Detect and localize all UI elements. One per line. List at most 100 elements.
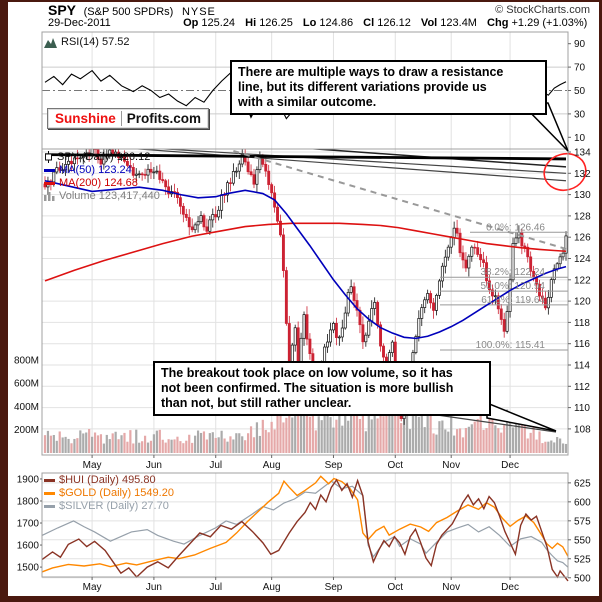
svg-text:May: May <box>83 582 102 593</box>
svg-text:Jun: Jun <box>146 582 162 593</box>
svg-text:600M: 600M <box>14 379 39 390</box>
hui-legend-label: $HUI (Daily) 495.80 <box>59 474 156 486</box>
svg-text:116: 116 <box>574 339 590 350</box>
gold-line-swatch <box>44 491 55 495</box>
low-value: 124.86 <box>319 17 354 29</box>
volume-label: Vol <box>420 17 438 29</box>
candlestick-icon <box>45 151 52 163</box>
gold-legend: $GOLD (Daily) 1549.20 <box>44 487 174 499</box>
svg-text:600: 600 <box>574 497 591 508</box>
volume-legend: Volume 123,417,440 <box>44 190 160 202</box>
svg-text:30: 30 <box>574 109 586 120</box>
silver-line-swatch <box>44 504 55 508</box>
close-value: 126.12 <box>377 17 411 29</box>
close-label: Cl <box>363 17 375 29</box>
svg-text:Jul: Jul <box>209 460 222 471</box>
silver-legend-label: $SILVER (Daily) 27.70 <box>59 500 169 512</box>
svg-text:1700: 1700 <box>17 519 40 530</box>
ma200-line-swatch <box>44 181 55 185</box>
svg-text:Jun: Jun <box>146 460 162 471</box>
svg-text:Sep: Sep <box>325 582 343 593</box>
gold-legend-label: $GOLD (Daily) 1549.20 <box>59 487 174 499</box>
svg-text:10: 10 <box>574 133 586 144</box>
svg-text:132: 132 <box>574 169 591 180</box>
frame-bottom-border <box>0 596 602 602</box>
change-label: Chg <box>487 17 509 29</box>
svg-text:134: 134 <box>574 148 591 159</box>
high-value: 126.25 <box>259 17 293 29</box>
frame-right-border <box>599 0 602 602</box>
breakout-annotation-callout: The breakout took place on low volume, s… <box>153 361 491 416</box>
svg-text:1800: 1800 <box>17 496 40 507</box>
ma50-legend-label: MA(50) 123.24 <box>59 164 132 176</box>
volume-bars-icon <box>44 192 55 201</box>
svg-text:800M: 800M <box>14 355 39 366</box>
svg-text:38.2%: 122.24: 38.2%: 122.24 <box>481 267 546 278</box>
ticker-name: (S&P 500 SPDRs) <box>83 6 174 18</box>
svg-text:625: 625 <box>574 478 591 489</box>
metals-panel: 1900 1800 1700 1600 1500 625 600 575 550 525 500 Ma… <box>17 472 591 593</box>
svg-text:1900: 1900 <box>17 474 40 485</box>
svg-text:Jul: Jul <box>209 582 222 593</box>
low-label: Lo <box>302 17 317 29</box>
svg-text:126: 126 <box>574 233 591 244</box>
svg-text:124: 124 <box>574 254 591 265</box>
rsi-legend: RSI(14) 57.52 <box>44 36 129 48</box>
change-value: +1.29 (+1.03%) <box>511 17 588 29</box>
svg-text:Oct: Oct <box>387 582 403 593</box>
svg-text:130: 130 <box>574 190 591 201</box>
svg-text:500: 500 <box>574 573 591 584</box>
open-label: Op <box>183 17 199 29</box>
svg-text:50.0%: 120.94: 50.0%: 120.94 <box>481 281 546 292</box>
svg-text:Dec: Dec <box>501 582 519 593</box>
svg-text:118: 118 <box>574 318 590 329</box>
svg-text:50: 50 <box>574 86 586 97</box>
ma50-line-swatch <box>44 168 55 172</box>
svg-text:525: 525 <box>574 554 591 565</box>
svg-text:May: May <box>83 460 102 471</box>
sunshine-profits-logo: Sunshine Profits.com <box>47 108 210 129</box>
svg-text:112: 112 <box>574 382 590 393</box>
logo-sunshine-text: Sunshine <box>55 111 116 126</box>
rsi-legend-label: RSI(14) 57.52 <box>61 36 130 48</box>
price-panel: 0.0%: 126.46 38.2%: 122.24 50.0%: 120.94 61… <box>14 102 591 471</box>
open-value: 125.24 <box>201 17 236 29</box>
svg-text:Aug: Aug <box>263 582 281 593</box>
svg-text:Aug: Aug <box>263 460 281 471</box>
svg-text:1500: 1500 <box>17 563 40 574</box>
volume-value: 123.4M <box>440 17 477 29</box>
ma200-legend: MA(200) 124.68 <box>44 177 138 189</box>
ticker-symbol: SPY <box>48 2 77 18</box>
svg-text:61.8%: 119.64: 61.8%: 119.64 <box>481 295 545 306</box>
svg-text:550: 550 <box>574 535 591 546</box>
svg-text:575: 575 <box>574 516 591 527</box>
quote-date: 29-Dec-2011 <box>48 17 111 29</box>
logo-profits-text: Profits.com <box>126 111 202 126</box>
frame-left-border <box>0 0 8 602</box>
quote-row: 29-Dec-2011 Op 125.24 Hi 126.25 Lo 124.8… <box>48 17 602 29</box>
silver-legend: $SILVER (Daily) 27.70 <box>44 500 169 512</box>
svg-text:1600: 1600 <box>17 541 40 552</box>
svg-text:128: 128 <box>574 211 591 222</box>
svg-text:100.0%: 115.41: 100.0%: 115.41 <box>476 340 546 351</box>
svg-text:Oct: Oct <box>387 460 403 471</box>
svg-text:Nov: Nov <box>442 460 460 471</box>
hui-legend: $HUI (Daily) 495.80 <box>44 474 156 486</box>
ma50-legend: MA(50) 123.24 <box>44 164 132 176</box>
price-legend: SPY (Daily) 126.12 <box>44 151 150 163</box>
svg-text:Dec: Dec <box>501 460 519 471</box>
svg-text:200M: 200M <box>14 425 39 436</box>
svg-text:Nov: Nov <box>442 582 460 593</box>
svg-text:400M: 400M <box>14 402 39 413</box>
svg-text:108: 108 <box>574 424 591 435</box>
high-label: Hi <box>245 17 257 29</box>
svg-text:Sep: Sep <box>325 460 343 471</box>
svg-text:110: 110 <box>574 403 590 414</box>
logo-divider <box>120 111 122 126</box>
svg-text:90: 90 <box>574 39 586 50</box>
hui-line-swatch <box>44 478 55 482</box>
resistance-annotation-callout: There are multiple ways to draw a resist… <box>230 60 547 115</box>
exchange-label: NYSE <box>181 6 216 18</box>
